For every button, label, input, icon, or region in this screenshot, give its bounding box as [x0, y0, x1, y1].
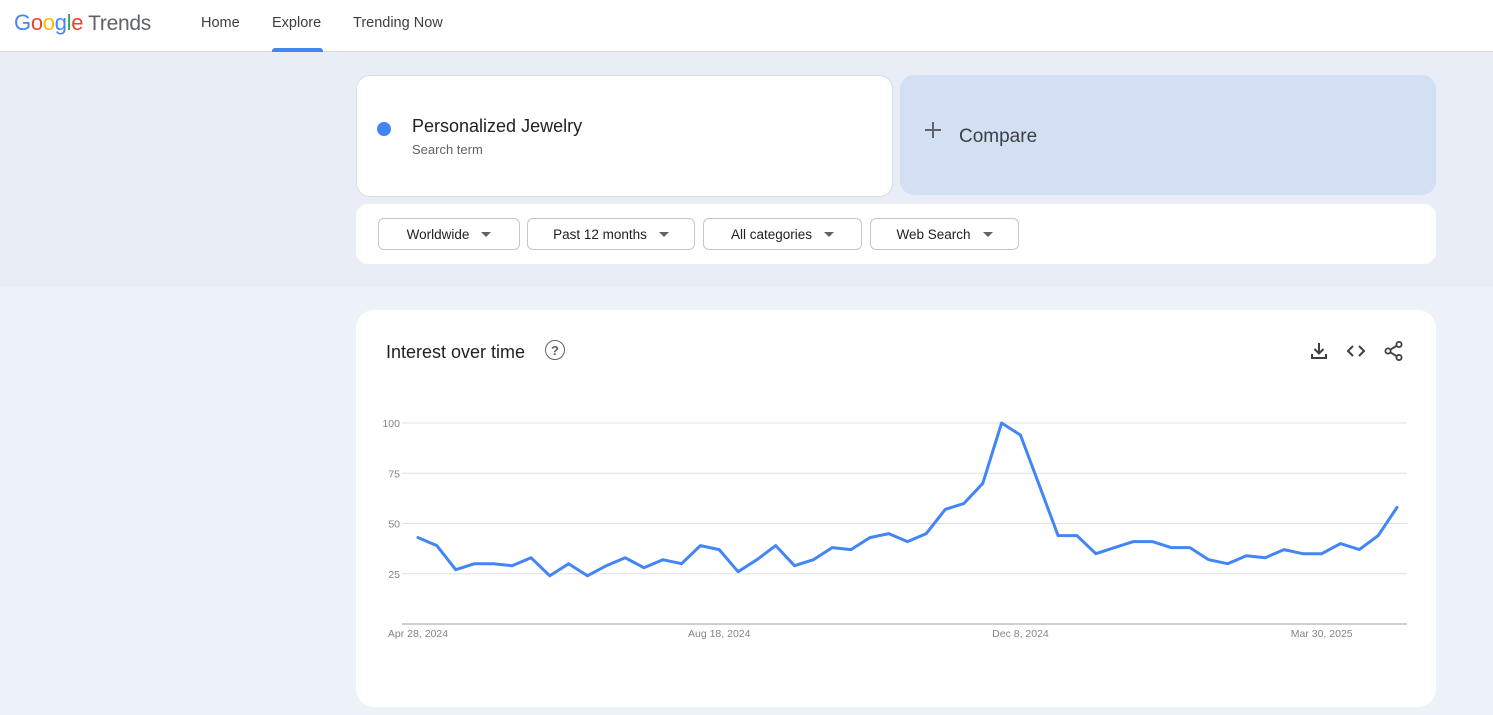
- logo-google: Google: [14, 10, 84, 35]
- nav-home[interactable]: Home: [201, 15, 240, 31]
- interest-line-chart: 25 50 75 100 Apr 28, 2024 Aug 18, 2024 Dec 8, …: [382, 418, 1407, 640]
- x-tick-label: Aug 18, 2024: [688, 628, 751, 640]
- google-trends-logo[interactable]: Google Trends: [14, 10, 151, 36]
- question-circle-icon[interactable]: ?: [545, 340, 565, 360]
- y-tick-label: 50: [388, 519, 400, 531]
- search-type-filter[interactable]: Web Search: [870, 218, 1019, 250]
- nav-trending-now[interactable]: Trending Now: [353, 15, 443, 31]
- compare-button[interactable]: Compare: [900, 75, 1436, 195]
- search-type-filter-label: Web Search: [896, 226, 971, 242]
- active-tab-indicator: [272, 48, 323, 52]
- embed-code-icon[interactable]: [1345, 340, 1367, 362]
- search-term-type: Search term: [412, 142, 483, 157]
- category-filter-label: All categories: [730, 226, 813, 242]
- logo-trends: Trends: [88, 12, 151, 35]
- share-icon[interactable]: [1383, 340, 1405, 362]
- x-tick-label: Mar 30, 2025: [1291, 628, 1353, 640]
- series-line-personalized-jewelry[interactable]: [416, 421, 1399, 578]
- caret-down-icon: [824, 231, 835, 237]
- chart-title: Interest over time: [386, 342, 526, 362]
- region-filter[interactable]: Worldwide: [378, 218, 520, 250]
- category-filter[interactable]: All categories: [703, 218, 862, 250]
- caret-down-icon: [658, 231, 669, 237]
- search-term-title[interactable]: Personalized Jewelry: [412, 116, 583, 136]
- time-filter[interactable]: Past 12 months: [527, 218, 695, 250]
- filter-bar: Worldwide Past 12 months All categories …: [356, 204, 1436, 264]
- term-color-dot: [377, 122, 391, 136]
- search-term-card[interactable]: Personalized Jewelry Search term: [356, 75, 893, 197]
- top-bar: Google Trends Home Explore Trending Now: [0, 0, 1493, 52]
- nav-explore[interactable]: Explore: [272, 15, 322, 31]
- x-tick-label: Apr 28, 2024: [388, 628, 448, 640]
- caret-down-icon: [982, 231, 993, 237]
- plus-icon: [925, 122, 941, 138]
- region-filter-label: Worldwide: [406, 226, 470, 242]
- download-icon[interactable]: [1308, 340, 1330, 362]
- interest-over-time-card: Interest over time ? 25 50 75 100 Apr 28, 20…: [356, 310, 1436, 707]
- x-tick-label: Dec 8, 2024: [992, 628, 1049, 640]
- time-filter-label: Past 12 months: [553, 226, 647, 242]
- compare-label: Compare: [959, 126, 1038, 147]
- y-tick-label: 100: [382, 418, 400, 430]
- y-tick-label: 25: [388, 569, 400, 581]
- y-tick-label: 75: [388, 468, 400, 480]
- caret-down-icon: [481, 231, 492, 237]
